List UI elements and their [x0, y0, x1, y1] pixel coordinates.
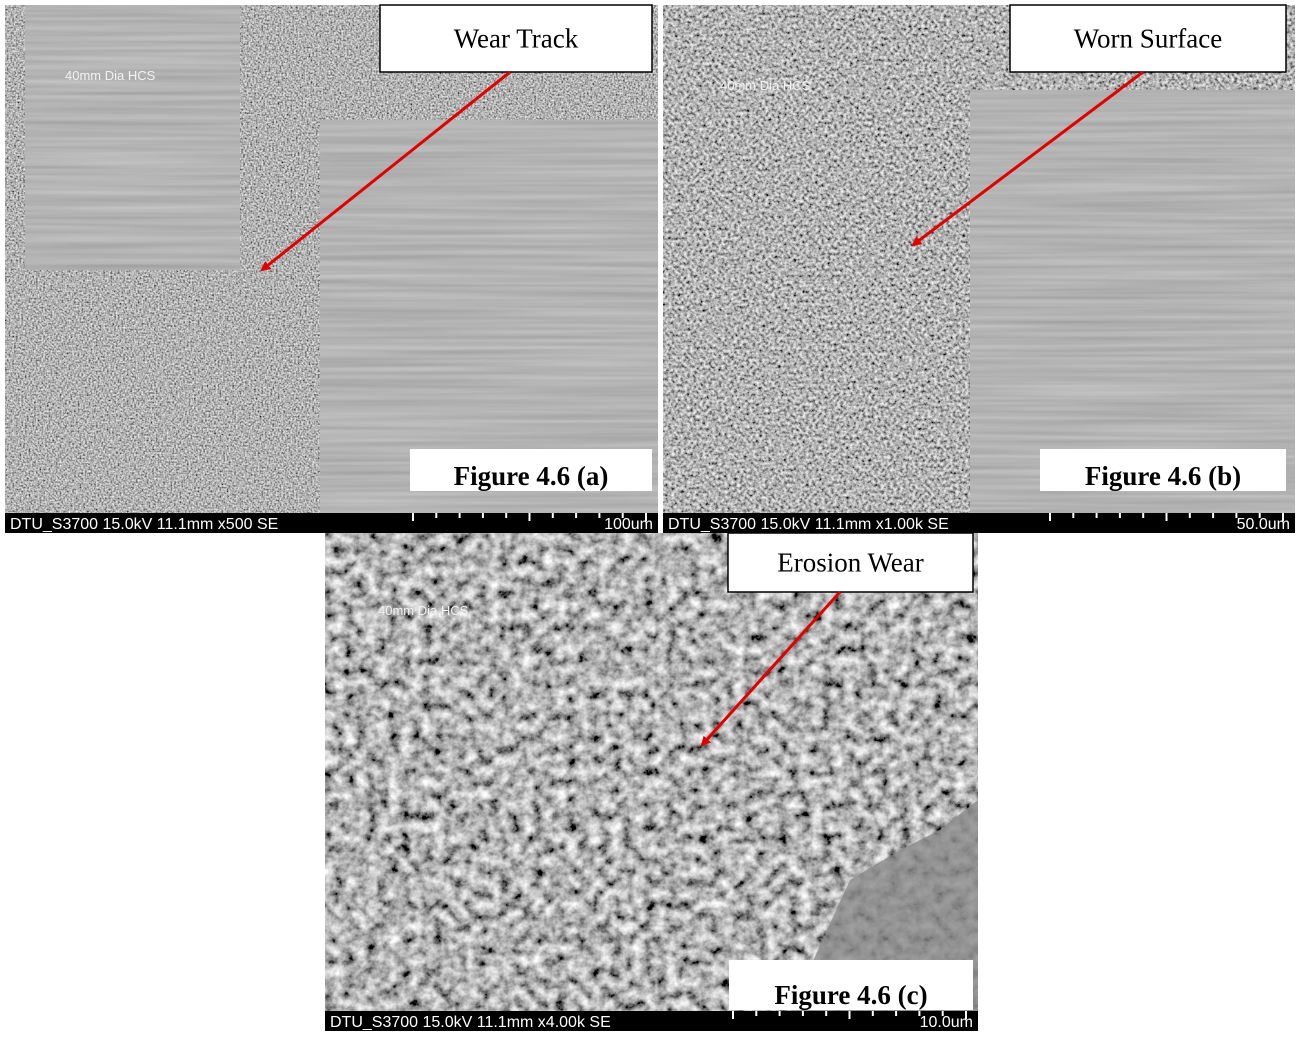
figure: 40mm Dia HCS DTU_S3700 15.0kV 11.1mm x500… — [0, 0, 1298, 1041]
info-text: DTU_S3700 15.0kV 11.1mm x1.00k SE — [668, 516, 949, 533]
sample-label: 40mm Dia HCS — [378, 603, 469, 618]
page: {"panels": [ {"callout": "Wear Track", "… — [0, 0, 1298, 1041]
info-text: DTU_S3700 15.0kV 11.1mm x500 SE — [10, 516, 278, 533]
scale-text: 50.0um — [1237, 516, 1290, 533]
callout-text: Erosion Wear — [777, 548, 924, 578]
sample-label: 40mm Dia HCS — [720, 78, 811, 93]
figure-label: Figure 4.6 (c) — [774, 980, 927, 1010]
callout-text: Worn Surface — [1074, 24, 1223, 54]
figure-label: Figure 4.6 (b) — [1085, 461, 1241, 491]
figure-label: Figure 4.6 (a) — [454, 461, 609, 491]
info-text: DTU_S3700 15.0kV 11.1mm x4.00k SE — [330, 1014, 611, 1031]
sample-label: 40mm Dia HCS — [65, 68, 156, 83]
scale-text: 10.0um — [920, 1014, 973, 1031]
callout-text: Wear Track — [454, 24, 579, 54]
